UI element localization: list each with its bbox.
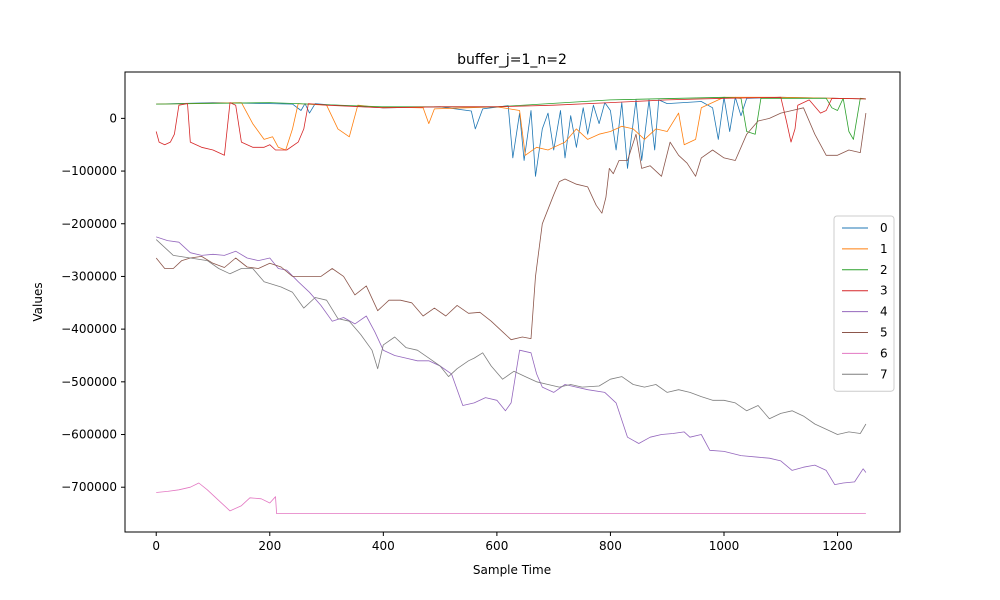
x-tick-label: 1200 [822, 539, 853, 553]
y-tick-label: −500000 [61, 375, 117, 389]
x-tick-label: 200 [258, 539, 281, 553]
legend-label-2: 2 [880, 263, 888, 277]
y-axis: 0 −100000 −200000 −300000 −400000 −500000 −600… [61, 111, 125, 494]
legend: 0 1 2 3 4 5 6 7 [833, 215, 895, 392]
legend-label-7: 7 [880, 367, 888, 381]
legend-label-4: 4 [880, 305, 888, 319]
y-tick-label: −100000 [61, 164, 117, 178]
y-tick-label: −200000 [61, 217, 117, 231]
legend-label-1: 1 [880, 242, 888, 256]
x-tick-label: 400 [372, 539, 395, 553]
series-line-4 [156, 236, 867, 485]
legend-label-5: 5 [880, 326, 888, 340]
x-axis-title: Sample Time [473, 563, 551, 577]
series-line-1 [156, 96, 866, 156]
x-axis: 0 200 400 600 800 1000 1200 [152, 532, 853, 553]
x-tick-label: 800 [599, 539, 622, 553]
legend-label-0: 0 [880, 221, 888, 235]
x-tick-label: 1000 [709, 539, 740, 553]
y-tick-label: −400000 [61, 322, 117, 336]
y-axis-title: Values [31, 282, 45, 321]
y-tick-label: −300000 [61, 269, 117, 283]
y-tick-label: −600000 [61, 428, 117, 442]
legend-label-3: 3 [880, 284, 888, 298]
x-tick-label: 0 [152, 539, 160, 553]
plot-area [155, 96, 867, 514]
chart-title: buffer_j=1_n=2 [457, 52, 567, 68]
series-line-5 [155, 107, 867, 341]
legend-box [833, 215, 895, 392]
plot-frame [124, 71, 901, 533]
series-line-3 [155, 96, 866, 156]
y-tick-label: −700000 [61, 480, 117, 494]
legend-label-6: 6 [880, 346, 888, 360]
series-line-6 [156, 482, 866, 514]
x-tick-label: 600 [485, 539, 508, 553]
y-tick-label: 0 [109, 111, 117, 125]
series-line-7 [155, 239, 867, 435]
